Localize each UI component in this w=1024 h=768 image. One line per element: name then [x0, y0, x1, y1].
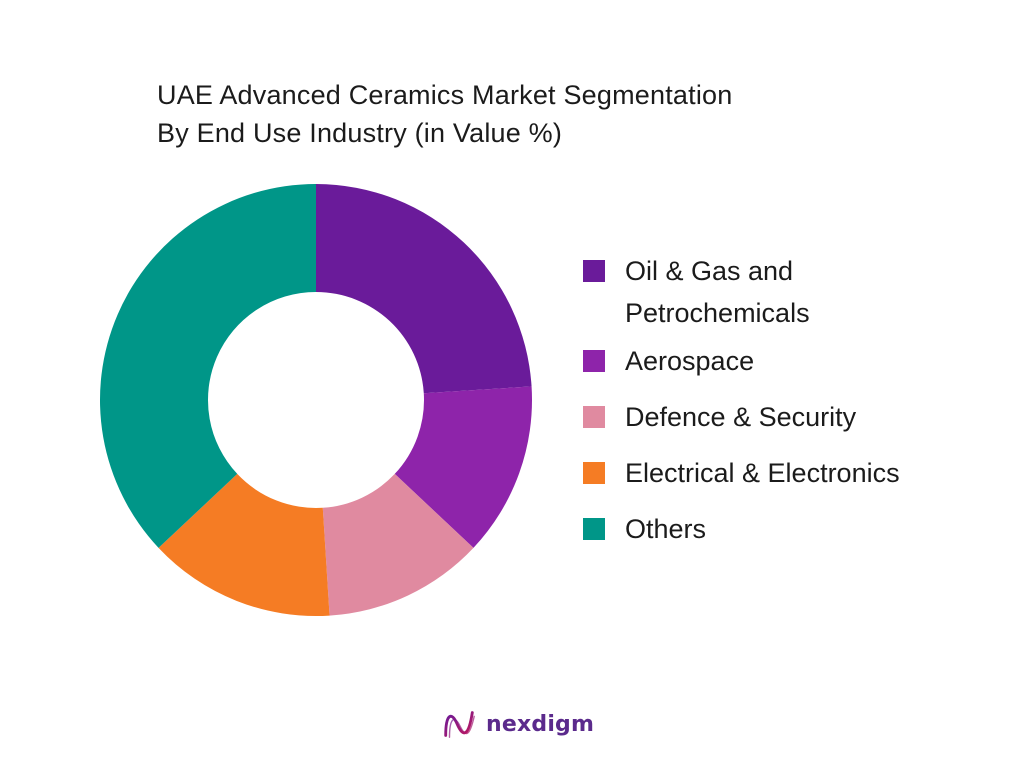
legend-label-oil-gas: Oil & Gas and Petrochemicals: [625, 256, 810, 328]
donut-slice-others: [99, 184, 316, 548]
donut-slice-aerospace: [394, 386, 532, 548]
legend-item-electrical: Electrical & Electronics: [583, 452, 1013, 494]
legend-item-others: Others: [583, 508, 1013, 550]
legend-label-defence: Defence & Security: [625, 402, 857, 432]
legend-swatch-oil-gas: [583, 260, 605, 282]
brand-logo: nexdigm: [440, 704, 594, 744]
legend-swatch-others: [583, 518, 605, 540]
legend-label-electrical: Electrical & Electronics: [625, 458, 900, 488]
chart-legend: Oil & Gas and Petrochemicals Aerospace D…: [583, 250, 1013, 550]
legend-swatch-electrical: [583, 462, 605, 484]
chart-title-line-1: UAE Advanced Ceramics Market Segmentatio…: [157, 80, 733, 110]
legend-swatch-defence: [583, 406, 605, 428]
legend-label-others: Others: [625, 514, 707, 544]
legend-item-oil-gas: Oil & Gas and Petrochemicals: [583, 250, 1013, 334]
brand-name: nexdigm: [486, 711, 595, 737]
legend-item-defence: Defence & Security: [583, 396, 1013, 438]
donut-slice-defence: [322, 473, 474, 616]
legend-label-aerospace: Aerospace: [625, 346, 755, 376]
chart-title: UAE Advanced Ceramics Market Segmentatio…: [157, 76, 917, 152]
legend-swatch-aerospace: [583, 350, 605, 372]
donut-slice-oil-gas: [316, 184, 532, 394]
legend-item-aerospace: Aerospace: [583, 340, 1013, 382]
nexdigm-logo-icon: [444, 711, 475, 739]
chart-title-line-2: By End Use Industry (in Value %): [157, 118, 563, 148]
donut-slice-electrical: [158, 473, 330, 616]
